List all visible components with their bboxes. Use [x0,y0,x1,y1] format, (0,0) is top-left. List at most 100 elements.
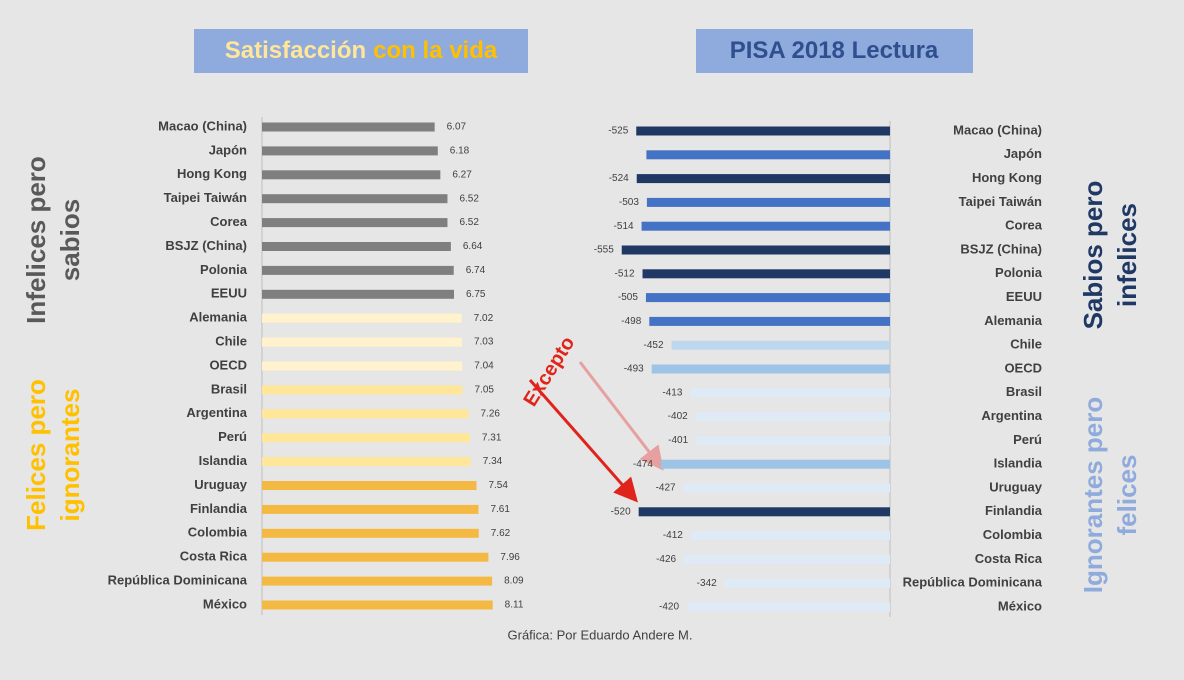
value-label: 6.52 [459,193,479,204]
side-label: infelices [1112,203,1142,307]
bar [683,483,890,493]
value-label: 7.61 [490,504,510,515]
value-label: 6.52 [459,217,479,228]
bar [262,242,451,251]
arrow [528,379,638,503]
value-label: -514 [614,221,634,232]
value-label: 7.02 [474,313,494,324]
bar [262,265,454,275]
bar [262,337,462,347]
value-label: 7.04 [474,361,494,372]
bar [690,531,890,541]
bar [651,364,890,374]
bar [262,289,454,299]
value-label: -525 [608,126,628,137]
arrow [578,361,664,471]
category-label: Finlandia [190,501,248,516]
value-label: 6.27 [452,169,472,180]
bar [262,218,448,228]
value-label: 6.18 [450,146,470,157]
category-label: Corea [210,214,248,229]
category-label: República Dominicana [903,575,1043,590]
category-label: Colombia [188,525,248,540]
category-label: Argentina [981,408,1042,423]
category-label: EEUU [211,286,247,301]
value-label: -401 [668,435,688,446]
value-label: -493 [624,364,644,375]
category-label: Taipei Taiwán [164,190,247,205]
bar [646,197,890,207]
side-label: ignorantes [55,389,85,522]
bar [642,269,890,279]
bar [262,122,435,132]
bar [262,409,469,419]
value-label: -503 [619,197,639,208]
category-label: Alemania [984,313,1043,328]
category-label: Japón [209,142,247,157]
side-label: Ignorantes pero [1078,397,1108,593]
category-label: BSJZ (China) [960,241,1042,256]
category-label: Perú [218,429,247,444]
category-label: Uruguay [989,479,1043,494]
title-box [194,29,528,73]
category-label: Brasil [211,381,247,396]
title-part: con la vida [373,37,498,64]
bar [262,313,462,323]
value-label: -413 [662,387,682,398]
value-label: -402 [668,411,688,422]
value-label: -426 [656,554,676,565]
bar [262,481,477,490]
category-label: Costa Rica [180,549,248,564]
value-label: 7.05 [475,385,495,396]
category-label: Polonia [200,262,248,277]
value-label: -420 [659,602,679,613]
bar [641,221,890,231]
category-label: BSJZ (China) [165,238,247,253]
value-label: -452 [644,340,664,351]
value-label: 7.26 [481,408,501,419]
bar [690,388,890,398]
bar [262,552,489,562]
category-label: México [998,598,1042,613]
value-label: 7.54 [488,480,508,491]
side-label: Sabios pero [1078,181,1108,330]
category-label: Uruguay [194,477,248,492]
bar [671,340,890,350]
category-label: Costa Rica [975,551,1043,566]
category-label: Chile [1010,337,1042,352]
value-label: 7.62 [491,528,511,539]
category-label: Taipei Taiwán [959,194,1042,209]
bar [262,361,463,371]
title-box [696,29,973,73]
category-label: Perú [1013,432,1042,447]
category-label: EEUU [1006,289,1042,304]
value-label: 7.31 [482,432,502,443]
category-label: Finlandia [985,503,1043,518]
category-label: OECD [1004,360,1042,375]
category-label: Hong Kong [972,170,1042,185]
value-label: 6.07 [447,122,467,133]
bar [696,435,890,445]
bar [621,245,890,255]
bar [649,316,890,326]
value-label: 6.74 [466,265,486,276]
category-label: Islandia [199,453,248,468]
bar [262,146,438,156]
value-label: -427 [656,483,676,494]
bar [262,576,493,586]
value-label: 6.64 [463,241,483,252]
bar [645,293,890,303]
value-label: -474 [633,459,653,470]
bar [695,412,890,422]
bar [638,507,890,517]
bar [262,504,479,514]
source: Gráfica: Por Eduardo Andere M. [508,627,693,642]
value-label: 7.03 [474,337,494,348]
category-label: Alemania [189,310,248,325]
bar [262,433,470,443]
value-label: 8.09 [504,576,524,587]
category-label: Macao (China) [158,118,247,133]
chart-title: Satisfacción con la vida [225,37,498,64]
